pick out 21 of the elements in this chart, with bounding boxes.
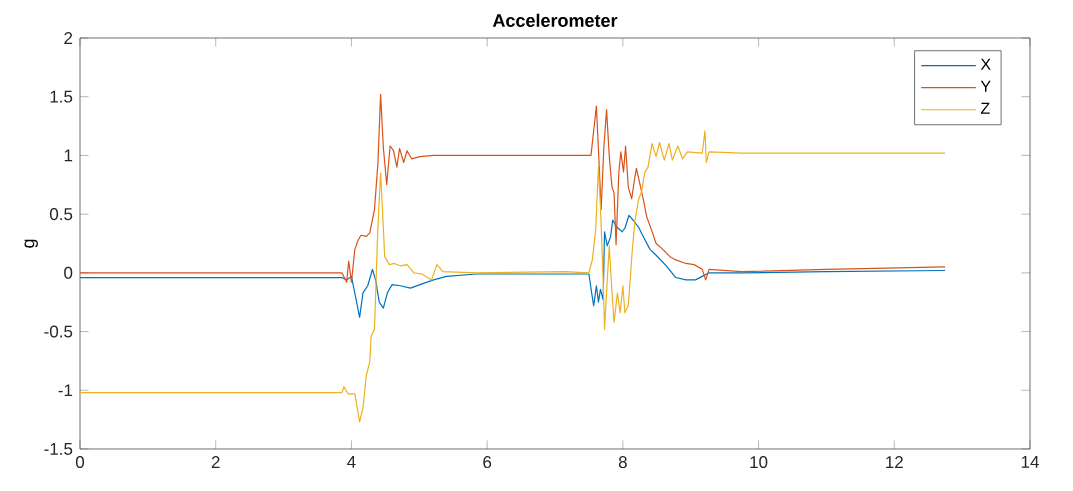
x-tick-label: 0	[75, 456, 85, 469]
x-tick-label: 10	[750, 456, 768, 469]
y-tick-label: 1	[64, 149, 73, 162]
x-tick-label: 4	[347, 456, 356, 468]
y-tick-label: 0	[64, 266, 73, 279]
y-tick-label: 0.5	[49, 208, 73, 221]
x-tick-label: 2	[211, 456, 220, 468]
y-axis-title: g	[24, 239, 38, 248]
x-tick-label: 8	[618, 456, 627, 469]
chart-title: Accelerometer	[492, 13, 618, 27]
legend-label: X	[980, 58, 991, 70]
x-tick-label: 14	[1021, 456, 1039, 468]
y-tick-label: 1.5	[50, 90, 73, 103]
y-tick-label: -1	[58, 384, 73, 397]
y-tick-label: -1.5	[44, 443, 73, 455]
x-tick-label: 12	[886, 456, 903, 468]
x-tick-label: 6	[483, 456, 492, 469]
y-tick-label: 2	[64, 32, 73, 44]
legend-label: Y	[980, 80, 991, 92]
y-tick-label: -0.5	[44, 325, 73, 338]
legend-label: Z	[980, 102, 990, 114]
